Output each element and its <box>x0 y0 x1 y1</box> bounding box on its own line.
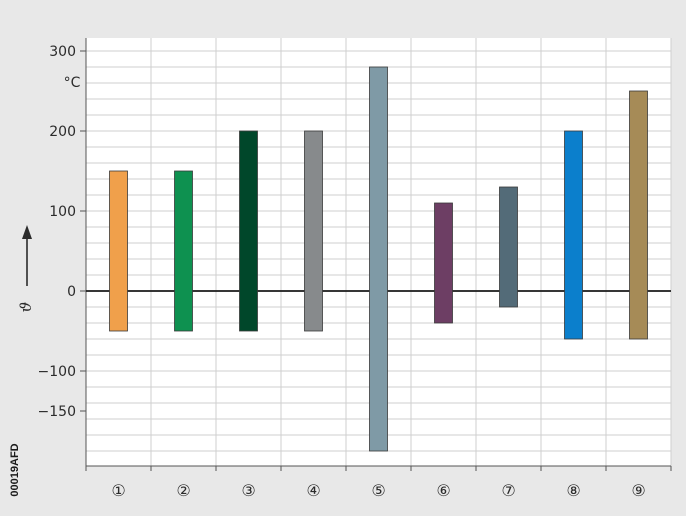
y-tick-label: 100 <box>49 204 76 220</box>
y-tick-label: 200 <box>49 124 76 140</box>
y-tick-label: 300 <box>49 44 76 60</box>
category-label-6: ⑥ <box>436 481 450 500</box>
y-tick-label: 0 <box>67 284 76 300</box>
figure-code: 00019AFD <box>9 443 21 496</box>
range-bar-9 <box>629 90 648 340</box>
category-label-4: ④ <box>306 481 320 500</box>
y-tick-label: −100 <box>38 364 76 380</box>
range-bar-8 <box>564 130 583 340</box>
range-bar-2 <box>174 170 193 332</box>
category-label-9: ⑨ <box>631 481 645 500</box>
y-axis-arrow-head <box>22 225 32 239</box>
category-label-3: ③ <box>241 481 255 500</box>
category-label-8: ⑧ <box>566 481 580 500</box>
category-label-5: ⑤ <box>371 481 385 500</box>
category-label-7: ⑦ <box>501 481 515 500</box>
range-bar-1 <box>109 170 128 332</box>
y-unit-label: °C <box>64 75 81 91</box>
bars <box>109 66 648 452</box>
y-axis-symbol: ϑ <box>17 301 35 312</box>
category-label-2: ② <box>176 481 190 500</box>
range-bar-5 <box>369 66 388 452</box>
range-bar-6 <box>434 202 453 324</box>
category-label-1: ① <box>111 481 125 500</box>
range-bar-3 <box>239 130 258 332</box>
labels: 300 200 100 0 −100 −150 °C ϑ ① ② ③ ④ ⑤ ⑥ ⑦ ⑧ ⑨ 00019AFD <box>9 44 646 500</box>
y-tick-label: −150 <box>38 404 76 420</box>
range-bar-4 <box>304 130 323 332</box>
range-bar-7 <box>499 186 518 308</box>
